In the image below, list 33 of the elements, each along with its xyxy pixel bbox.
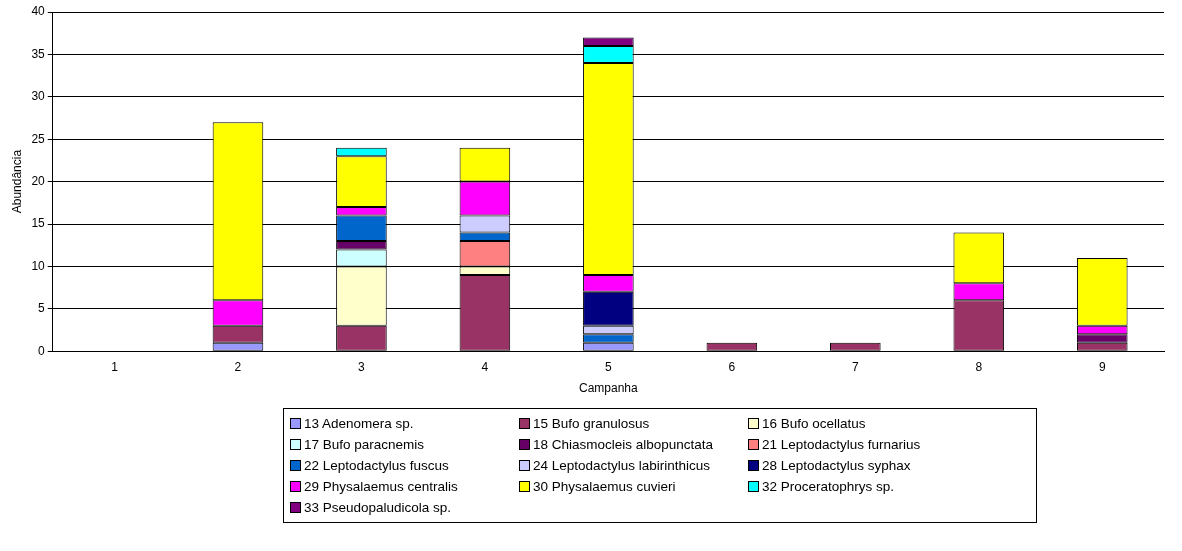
x-tick-label: 3 [358, 359, 366, 374]
legend-label: 13 Adenomera sp. [303, 415, 415, 433]
legend-label: 33 Pseudopaludicola sp. [303, 499, 453, 517]
legend-label: 24 Leptodactylus labirinthicus [532, 457, 712, 475]
y-tick-label: 25 [31, 131, 46, 146]
x-tick-label: 4 [481, 359, 489, 374]
x-tick-label: 5 [605, 359, 613, 374]
y-tick-label: 10 [31, 258, 46, 273]
legend-label: 17 Bufo paracnemis [303, 436, 426, 454]
y-tick-label: 20 [31, 173, 46, 188]
x-tick-label: 2 [234, 359, 242, 374]
x-tick-label: 9 [1098, 359, 1106, 374]
legend-label: 30 Physalaemus cuvieri [532, 478, 677, 496]
x-tick-label: 6 [728, 359, 736, 374]
y-tick-label: 5 [38, 301, 46, 316]
y-tick-label: 35 [31, 46, 46, 61]
legend-label: 29 Physalaemus centralis [303, 478, 459, 496]
legend-label: 16 Bufo ocellatus [761, 415, 867, 433]
legend-label: 28 Leptodactylus syphax [761, 457, 912, 475]
legend-label: 21 Leptodactylus furnarius [761, 436, 922, 454]
y-tick-label: 30 [31, 89, 46, 104]
legend-label: 22 Leptodactylus fuscus [303, 457, 450, 475]
x-tick-label: 7 [851, 359, 859, 374]
x-axis-title: Campanha [579, 381, 639, 396]
y-tick-label: 0 [38, 343, 46, 358]
y-tick-label: 40 [31, 4, 46, 19]
x-tick-label: 8 [975, 359, 983, 374]
legend-label: 32 Proceratophrys sp. [761, 478, 896, 496]
legend-label: 18 Chiasmocleis albopunctata [532, 436, 715, 454]
y-tick-label: 15 [31, 216, 46, 231]
legend-label: 15 Bufo granulosus [532, 415, 651, 433]
x-tick-label: 1 [111, 359, 119, 374]
y-axis-title: Abundância [9, 149, 24, 214]
